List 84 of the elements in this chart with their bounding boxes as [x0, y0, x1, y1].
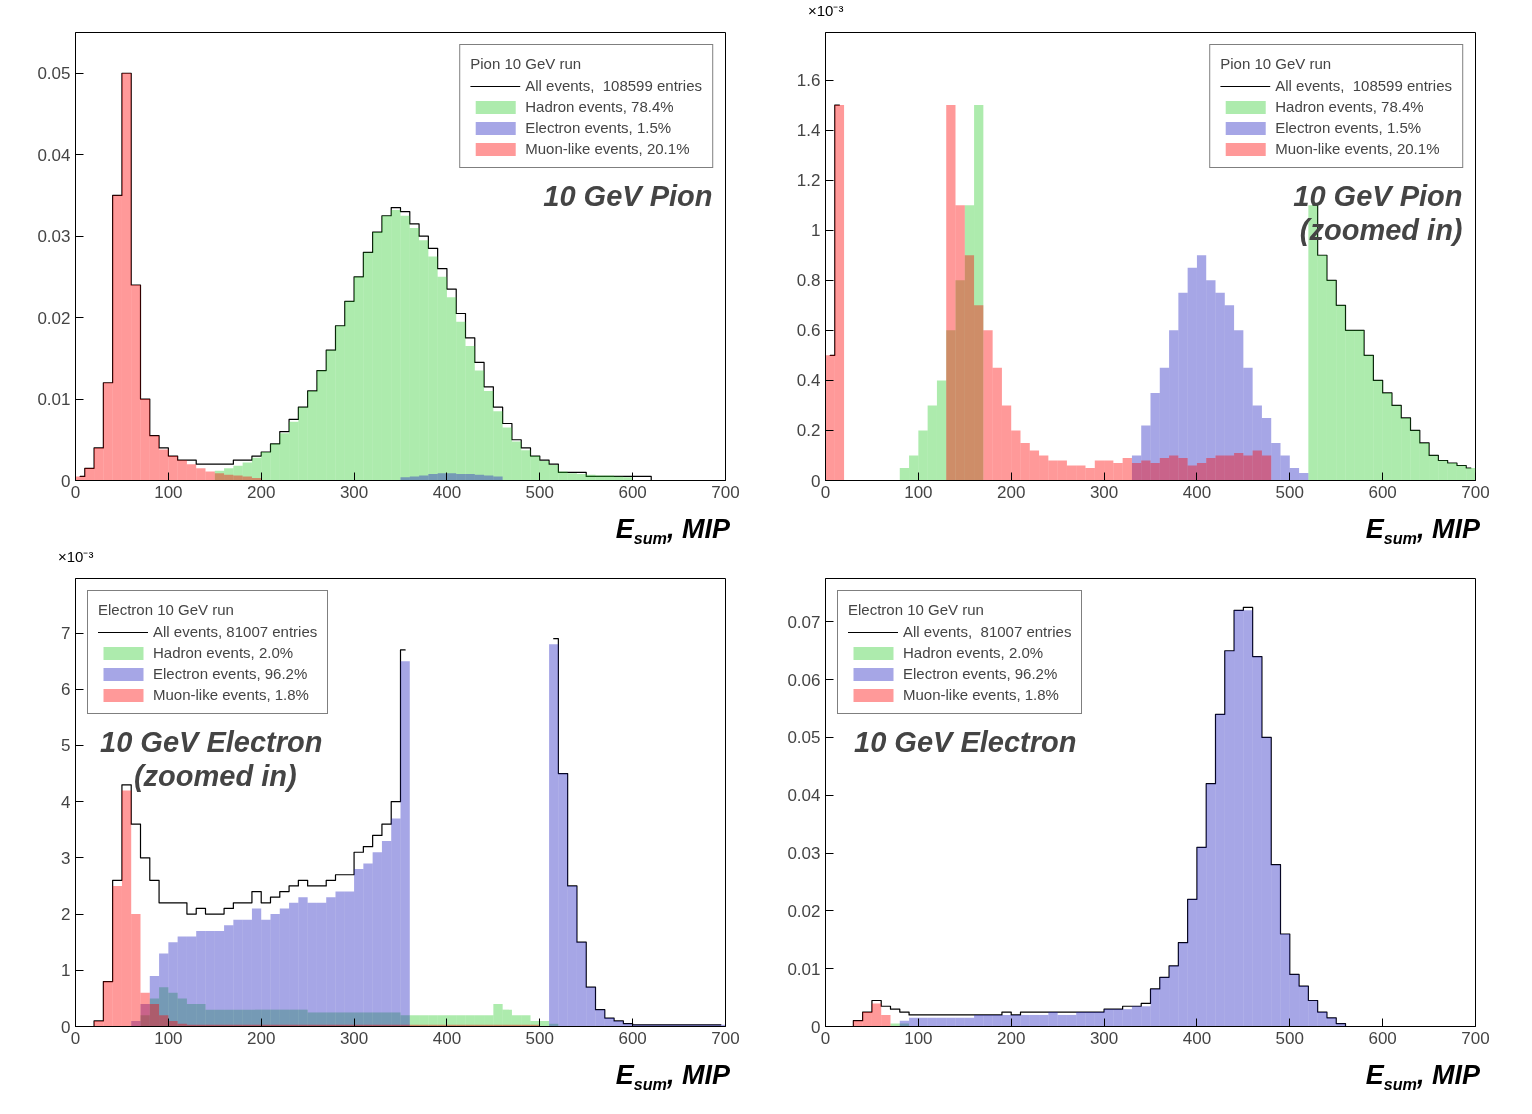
y-tick-label: 0.01 — [787, 959, 821, 979]
x-tick-label: 600 — [618, 1028, 647, 1048]
y-axis-title: ×10⁻³ — [58, 547, 94, 567]
x-tick-label: 500 — [525, 482, 554, 502]
y-tick-label: 1.4 — [796, 121, 821, 141]
y-tick-label: 2 — [61, 905, 71, 925]
y-tick-label: 0.04 — [787, 786, 821, 806]
y-tick-label: 0.6 — [796, 321, 821, 341]
legend-label: All events, 81007 entries — [153, 623, 318, 640]
x-tick-label: 700 — [1461, 1028, 1490, 1048]
x-tick-label: 100 — [154, 482, 183, 502]
legend-label: Electron events, 1.5% — [1275, 119, 1422, 136]
y-tick-label: 7 — [61, 624, 71, 644]
legend-title: Electron 10 GeV run — [848, 601, 985, 618]
legend-title: Electron 10 GeV run — [98, 601, 235, 618]
y-tick-label: 0.06 — [787, 670, 821, 690]
legend-label: Muon-like events, 20.1% — [525, 140, 690, 157]
y-tick-label: 3 — [61, 848, 71, 868]
x-tick-label: 100 — [904, 482, 933, 502]
x-axis-title: E$_{sum}$, MIP — [615, 513, 730, 550]
annotation: 10 GeV Electron (zoomed in) — [100, 726, 323, 793]
legend-label: Hadron events, 78.4% — [525, 98, 674, 115]
legend-label: Muon-like events, 1.8% — [903, 686, 1059, 703]
x-tick-label: 200 — [247, 1028, 276, 1048]
legend-title: Pion 10 GeV run — [1220, 55, 1333, 72]
y-tick-label: 1.6 — [796, 71, 821, 91]
x-tick-label: 400 — [1182, 482, 1212, 502]
x-tick-label: 600 — [618, 482, 647, 502]
legend-title: Pion 10 GeV run — [470, 55, 583, 72]
x-tick-label: 300 — [339, 1028, 369, 1048]
y-tick-label: 0.02 — [37, 308, 71, 328]
x-tick-label: 100 — [904, 1028, 933, 1048]
x-tick-label: 200 — [247, 482, 276, 502]
y-tick-label: 0.8 — [796, 271, 821, 291]
legend-label: Muon-like events, 20.1% — [1275, 140, 1440, 157]
legend-label: Hadron events, 2.0% — [153, 644, 294, 661]
y-tick-label: 0.05 — [37, 64, 71, 84]
y-tick-label: 4 — [61, 792, 71, 812]
x-tick-label: 100 — [154, 1028, 183, 1048]
legend-label: All events, 108599 entries — [1275, 77, 1452, 94]
annotation: 10 GeV Pion — [543, 180, 713, 213]
legend-label: Muon-like events, 1.8% — [153, 686, 309, 703]
y-tick-label: 1.2 — [796, 171, 821, 191]
y-tick-label: 0.03 — [787, 844, 821, 864]
y-tick-label: 0.05 — [787, 728, 821, 748]
y-tick-label: 0.2 — [796, 421, 821, 441]
x-tick-label: 400 — [432, 1028, 462, 1048]
x-tick-label: 500 — [1275, 482, 1304, 502]
x-tick-label: 300 — [1089, 1028, 1119, 1048]
y-tick-label: 5 — [61, 736, 71, 756]
x-tick-label: 200 — [997, 1028, 1026, 1048]
x-axis-title: E$_{sum}$, MIP — [615, 1059, 730, 1096]
legend-label: Hadron events, 78.4% — [1275, 98, 1424, 115]
x-tick-label: 500 — [525, 1028, 554, 1048]
legend-label: Electron events, 96.2% — [153, 665, 308, 682]
x-tick-label: 300 — [339, 482, 369, 502]
y-axis-title: ×10⁻³ — [808, 1, 844, 21]
x-tick-label: 700 — [1461, 482, 1490, 502]
y-tick-label: 0.07 — [787, 612, 821, 632]
legend-label: Electron events, 1.5% — [525, 119, 672, 136]
x-tick-label: 600 — [1368, 1028, 1397, 1048]
x-axis-title: E$_{sum}$, MIP — [1365, 1059, 1480, 1096]
legend-label: Electron events, 96.2% — [903, 665, 1058, 682]
y-tick-label: 1 — [811, 221, 821, 241]
legend-label: All events, 108599 entries — [525, 77, 702, 94]
y-tick-label: 0.4 — [796, 371, 821, 391]
x-tick-label: 400 — [1182, 1028, 1212, 1048]
x-tick-label: 700 — [711, 482, 740, 502]
y-tick-label: 0.04 — [37, 145, 71, 165]
x-tick-label: 500 — [1275, 1028, 1304, 1048]
annotation: 10 GeV Electron — [854, 726, 1077, 759]
y-tick-label: 0.02 — [787, 901, 821, 921]
y-tick-label: 1 — [61, 961, 71, 981]
legend-label: All events, 81007 entries — [903, 623, 1072, 640]
legend-label: Hadron events, 2.0% — [903, 644, 1044, 661]
x-tick-label: 700 — [711, 1028, 740, 1048]
y-tick-label: 0.01 — [37, 390, 71, 410]
x-tick-label: 600 — [1368, 482, 1397, 502]
y-tick-label: 6 — [61, 680, 71, 700]
x-tick-label: 300 — [1089, 482, 1119, 502]
x-tick-label: 200 — [997, 482, 1026, 502]
x-axis-title: E$_{sum}$, MIP — [1365, 513, 1480, 550]
x-tick-label: 400 — [432, 482, 462, 502]
y-tick-label: 0.03 — [37, 227, 71, 247]
